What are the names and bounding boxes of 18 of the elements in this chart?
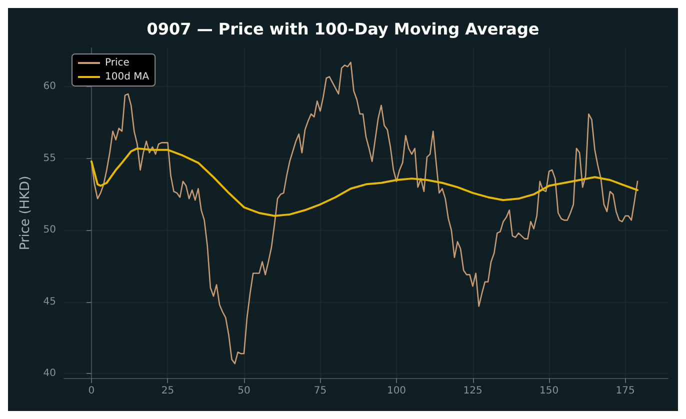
x-tick-label: 25 — [161, 386, 174, 396]
legend-label: Price — [105, 58, 130, 68]
y-tick-label: 40 — [43, 368, 56, 380]
x-tick-label: 0 — [88, 386, 95, 396]
y-tick-label: 45 — [43, 296, 56, 308]
x-tick-label: 150 — [539, 386, 559, 396]
y-axis-title: Price (HKD) — [18, 176, 33, 250]
line-series — [90, 147, 638, 217]
x-tick-label: 50 — [238, 386, 250, 396]
y-tick-label: 60 — [43, 81, 56, 92]
legend-label: 100d MA — [105, 72, 150, 82]
x-tick-label: 175 — [616, 386, 635, 396]
chart-title: 0907 — Price with 100-Day Moving Average — [146, 20, 540, 38]
x-tick-label: 75 — [314, 386, 327, 396]
x-tick-label: 100 — [386, 386, 406, 396]
y-tick-label: 55 — [43, 152, 56, 164]
x-tick-label: 125 — [463, 386, 482, 396]
y-tick-label: 50 — [43, 224, 56, 236]
